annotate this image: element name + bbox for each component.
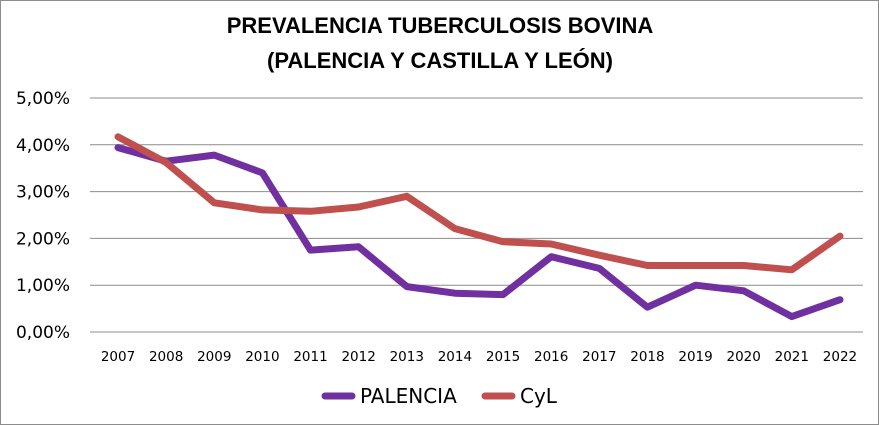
series-line-cyl	[114, 133, 844, 274]
x-tick-label: 2009	[197, 349, 231, 365]
legend-label-palencia: PALENCIA	[360, 384, 457, 408]
y-tick-label: 1,00%	[16, 276, 70, 296]
x-tick-label: 2010	[245, 349, 279, 365]
series-lines	[114, 133, 844, 321]
y-tick-label: 2,00%	[16, 229, 70, 249]
y-tick-label: 5,00%	[16, 89, 70, 109]
x-tick-label: 2014	[438, 349, 472, 365]
chart-title-line-1: PREVALENCIA TUBERCULOSIS BOVINA	[227, 13, 654, 38]
series-line-palencia	[114, 144, 844, 321]
gridlines	[90, 97, 863, 333]
x-tick-label: 2017	[582, 349, 616, 365]
x-tick-label: 2011	[293, 349, 327, 365]
x-tick-label: 2015	[486, 349, 520, 365]
legend-label-cyl: CyL	[520, 384, 558, 408]
x-axis-tick-labels: 2007 2008 2009 2010 2011 2012 2013 2014 2015 2016…	[101, 349, 857, 365]
x-tick-label: 2021	[775, 349, 809, 365]
y-tick-label: 3,00%	[16, 183, 70, 203]
x-tick-label: 2008	[149, 349, 183, 365]
x-tick-label: 2018	[630, 349, 664, 365]
legend: PALENCIA CyL	[321, 384, 558, 408]
x-tick-label: 2012	[341, 349, 375, 365]
chart-title-line-2: (PALENCIA Y CASTILLA Y LEÓN)	[267, 48, 613, 73]
y-axis-tick-labels: 0,00% 1,00% 2,00% 3,00% 4,00% 5,00%	[16, 89, 70, 343]
x-tick-label: 2020	[727, 349, 761, 365]
x-tick-label: 2019	[678, 349, 712, 365]
y-tick-label: 0,00%	[16, 323, 70, 343]
x-tick-label: 2013	[390, 349, 424, 365]
x-tick-label: 2007	[101, 349, 135, 365]
x-tick-label: 2016	[534, 349, 568, 365]
y-tick-label: 4,00%	[16, 136, 70, 156]
x-tick-label: 2022	[823, 349, 857, 365]
